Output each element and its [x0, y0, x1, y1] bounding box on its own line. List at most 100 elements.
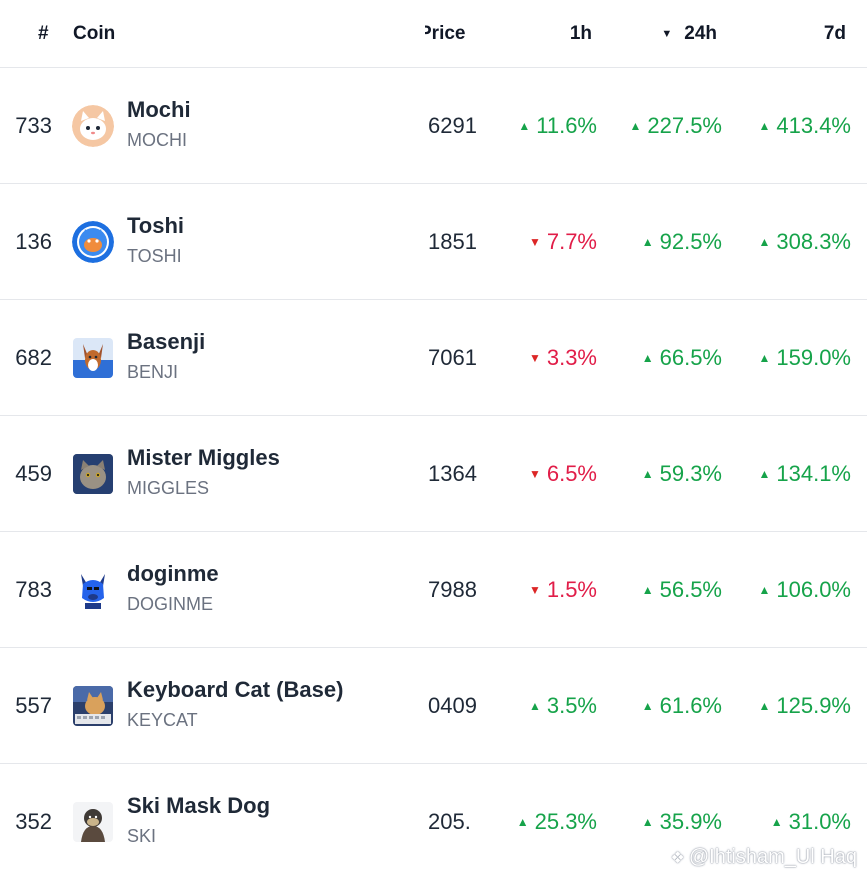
row-rank: 733: [15, 113, 52, 138]
change-1h: ▼ 1.5%: [529, 576, 597, 607]
change-1h-value: 1.5%: [546, 577, 597, 602]
keyboard-cat-icon: [73, 686, 113, 726]
dog-icon: [73, 338, 113, 378]
gray-cat-icon: [73, 454, 113, 494]
table-row[interactable]: 557 Keyboard Cat (Base) KEYCAT 0409 ▲ 3.5…: [0, 648, 867, 764]
change-24h: ▲ 56.5%: [642, 576, 722, 607]
coin-price: 7061: [428, 345, 477, 370]
table-row[interactable]: 682 Basenji BENJI 7061 ▼ 3.3% ▲ 66.5% ▲ 159…: [0, 300, 867, 416]
change-1h-value: 11.6%: [536, 113, 597, 138]
table-row[interactable]: 459 Mister Miggles MIGGLES 1364 ▼ 6.5% ▲ 5…: [0, 416, 867, 532]
diamond-logo-icon: ❖: [670, 850, 685, 867]
change-1h: ▼ 7.7%: [529, 228, 597, 259]
caret-up-icon: ▲: [758, 119, 771, 133]
change-7d: ▲ 159.0%: [758, 344, 851, 375]
coin-name[interactable]: Toshi: [127, 213, 185, 238]
header-24h[interactable]: ▼ 24h: [661, 22, 717, 48]
coin-name[interactable]: Ski Mask Dog: [127, 793, 271, 818]
caret-up-icon: ▲: [758, 351, 771, 365]
change-24h: ▲ 92.5%: [642, 228, 722, 259]
ski-mask-dog-icon: [73, 802, 113, 842]
change-1h: ▼ 6.5%: [529, 460, 597, 491]
change-7d-value: 125.9%: [776, 693, 851, 718]
blue-cat-icon: [72, 221, 114, 263]
blue-dog-icon: [73, 570, 113, 610]
change-24h: ▲ 227.5%: [629, 112, 722, 143]
change-24h-value: 56.5%: [659, 577, 722, 602]
row-rank: 459: [15, 461, 52, 486]
watermark-text: @Ihtisham_Ul Haq: [688, 846, 857, 868]
change-1h-value: 7.7%: [546, 229, 597, 254]
table-row[interactable]: 733 Mochi MOCHI 6291 ▲ 11.6% ▲ 227.5% ▲ 413…: [0, 68, 867, 184]
table-row[interactable]: 136 Toshi TOSHI 1851 ▼ 7.7% ▲ 92.5% ▲ 308.3…: [0, 184, 867, 300]
caret-up-icon: ▲: [758, 699, 771, 713]
change-1h-value: 3.5%: [546, 693, 597, 718]
change-24h-value: 61.6%: [659, 693, 722, 718]
change-24h-value: 66.5%: [659, 345, 722, 370]
caret-up-icon: ▲: [758, 235, 771, 249]
caret-up-icon: ▲: [641, 351, 654, 365]
sort-desc-icon: ▼: [661, 28, 673, 40]
header-rank[interactable]: #: [38, 23, 49, 44]
change-7d: ▲ 125.9%: [758, 692, 851, 723]
change-7d: ▲ 134.1%: [758, 460, 851, 491]
coin-price: 1364: [428, 461, 477, 486]
coin-symbol: TOSHI: [127, 246, 182, 266]
change-24h: ▲ 35.9%: [642, 808, 722, 839]
coin-name[interactable]: doginme: [127, 561, 219, 586]
coin-price: 7988: [428, 577, 477, 602]
change-1h-value: 6.5%: [546, 461, 597, 486]
coin-name[interactable]: Basenji: [127, 329, 206, 354]
coin-name[interactable]: Keyboard Cat (Base): [127, 677, 344, 702]
header-price[interactable]: Price: [425, 22, 477, 46]
caret-down-icon: ▼: [528, 235, 541, 249]
coin-price: .205: [428, 809, 471, 834]
change-24h-value: 92.5%: [659, 229, 722, 254]
caret-up-icon: ▲: [758, 583, 771, 597]
coin-symbol: MIGGLES: [127, 478, 210, 498]
row-rank: 783: [15, 577, 52, 602]
change-1h-value: 3.3%: [546, 345, 597, 370]
coin-symbol: DOGINME: [127, 594, 214, 614]
header-7d[interactable]: 7d: [823, 23, 846, 44]
caret-up-icon: ▲: [528, 699, 541, 713]
change-1h: ▲ 3.5%: [529, 692, 597, 723]
change-24h-value: 35.9%: [659, 809, 722, 834]
caret-up-icon: ▲: [770, 815, 783, 829]
change-1h-value: 25.3%: [534, 809, 597, 834]
row-rank: 557: [15, 693, 52, 718]
coin-symbol: BENJI: [127, 362, 179, 382]
caret-up-icon: ▲: [758, 467, 771, 481]
table-row[interactable]: 352 Ski Mask Dog SKI .205 ▲ 25.3% ▲ 35.9% …: [0, 764, 867, 875]
coin-symbol: MOCHI: [127, 130, 187, 150]
change-1h: ▼ 3.3%: [529, 344, 597, 375]
change-7d: ▲ 413.4%: [758, 112, 851, 143]
change-24h: ▲ 61.6%: [642, 692, 722, 723]
header-price-label: Price: [425, 23, 466, 44]
caret-up-icon: ▲: [641, 235, 654, 249]
change-7d-value: 31.0%: [788, 809, 851, 834]
change-7d: ▲ 31.0%: [771, 808, 851, 839]
caret-up-icon: ▲: [641, 815, 654, 829]
change-7d-value: 159.0%: [776, 345, 851, 370]
coin-price: 1851: [428, 229, 477, 254]
caret-down-icon: ▼: [528, 467, 541, 481]
coin-price: 6291: [428, 113, 477, 138]
header-1h[interactable]: 1h: [569, 23, 592, 44]
change-24h: ▲ 59.3%: [642, 460, 722, 491]
table-row[interactable]: 783 doginme DOGINME 7988 ▼ 1.5% ▲ 56.5% ▲ 1…: [0, 532, 867, 648]
change-1h: ▲ 25.3%: [517, 808, 597, 839]
coin-symbol: KEYCAT: [127, 710, 198, 730]
coin-name[interactable]: Mister Miggles: [127, 445, 280, 470]
cat-face-icon: [72, 105, 114, 147]
watermark: ❖ @Ihtisham_Ul Haq: [671, 846, 858, 869]
table-header: # Coin Price 1h ▼ 24h 7d: [0, 0, 867, 68]
change-7d-value: 134.1%: [776, 461, 851, 486]
change-7d-value: 413.4%: [776, 113, 851, 138]
header-coin[interactable]: Coin: [73, 23, 116, 44]
coin-name[interactable]: Mochi: [127, 97, 191, 122]
change-7d: ▲ 308.3%: [758, 228, 851, 259]
row-rank: 682: [15, 345, 52, 370]
change-7d-value: 308.3%: [776, 229, 851, 254]
